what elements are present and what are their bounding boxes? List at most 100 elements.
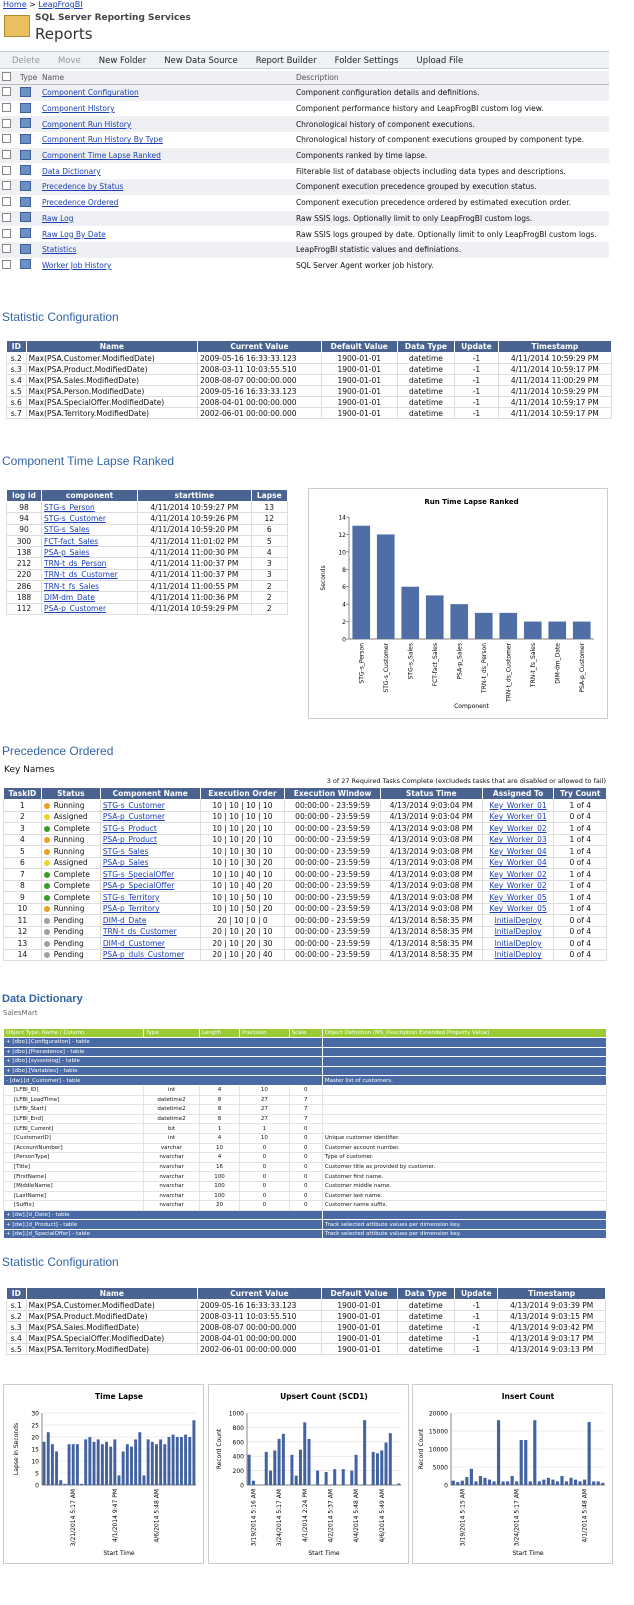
cell[interactable]: STG-s_Person	[40, 500, 139, 514]
cell[interactable]: + [dbo].[Precedence] - table	[3, 1046, 323, 1058]
cell[interactable]: DIM-d_Date	[99, 914, 201, 927]
cell[interactable]: PSA-p_Sales	[40, 546, 139, 559]
cell: 4	[250, 546, 289, 559]
checkbox[interactable]	[2, 212, 11, 222]
cell[interactable]: InitialDeploy	[481, 914, 555, 927]
cell[interactable]: PSA-p_Product	[99, 833, 201, 846]
cell[interactable]: STG-s_SpecialOffer	[99, 868, 201, 881]
cell[interactable]: STG-s_Sales	[40, 523, 139, 536]
cell[interactable]: + [dbo].[Configuration] - table	[3, 1037, 323, 1048]
status: Running	[53, 800, 85, 810]
row: 3 Complete STG-s_Product 10 | 10 | 20 | 10 0…	[3, 822, 607, 835]
toolbar-button[interactable]: Move	[57, 56, 81, 66]
cell[interactable]: Key_Worker_04	[481, 845, 555, 858]
checkbox[interactable]	[2, 228, 11, 238]
checkbox[interactable]	[2, 87, 11, 97]
cell[interactable]: FCT-fact_Sales	[40, 534, 139, 548]
cell[interactable]: InitialDeploy	[481, 937, 555, 950]
cell[interactable]: TRN-t_ds_Customer	[40, 568, 139, 582]
y-tick-label: 0	[444, 1483, 448, 1490]
cell[interactable]: PSA-p_duls_Customer	[99, 948, 201, 961]
cell[interactable]: PSA-p_Customer	[99, 810, 201, 823]
cell[interactable]: Key_Worker_03	[481, 833, 555, 846]
report-name[interactable]: Raw Log	[39, 210, 294, 227]
report-name[interactable]: Component Configuration	[39, 84, 294, 101]
cell[interactable]: PSA-p_Customer	[40, 602, 139, 615]
cell[interactable]: PSA-p_Sales	[99, 856, 201, 869]
report-name[interactable]: Component Run History	[39, 116, 294, 133]
breadcrumb-home[interactable]: Home	[3, 0, 27, 9]
cell[interactable]: + [dw].[d_Date] - table	[3, 1209, 323, 1221]
cell[interactable]: DIM-dm_Date	[40, 591, 139, 604]
checkbox[interactable]	[2, 181, 11, 191]
bar	[50, 1444, 54, 1485]
checkbox[interactable]	[2, 259, 11, 269]
cell: 0	[288, 1084, 323, 1096]
report-name[interactable]: Component Time Lapse Ranked	[39, 147, 294, 164]
toolbar-button[interactable]: New Folder	[98, 56, 147, 66]
checkbox[interactable]	[2, 150, 11, 160]
cell: Max(PSA.Territory.ModifiedDate)	[25, 407, 199, 419]
cell[interactable]: Key_Worker_01	[481, 810, 555, 823]
report-name[interactable]: Data Dictionary	[41, 166, 101, 176]
cell[interactable]: + [dbo].[Variables] - table	[3, 1065, 323, 1077]
report-name[interactable]: Precedence by Status	[39, 179, 294, 195]
toolbar-button[interactable]: Upload File	[416, 56, 464, 66]
cell[interactable]: PSA-p_Territory	[99, 902, 201, 915]
cell[interactable]: Key_Worker_02	[481, 868, 555, 881]
cell: [Suffix]	[2, 1200, 145, 1211]
cell[interactable]: Key_Worker_04	[481, 856, 555, 869]
cell[interactable]: STG-s_Territory	[99, 891, 201, 904]
cell: Max(PSA.Person.ModifiedDate)	[25, 385, 199, 397]
cell[interactable]: PSA-p_SpecialOffer	[99, 879, 201, 892]
cell[interactable]: - [dw].[d_Customer] - table	[3, 1075, 323, 1086]
report-name[interactable]: Component Run History By Type	[41, 135, 163, 145]
bar	[67, 1444, 71, 1485]
cell[interactable]: STG-s_Customer	[40, 512, 139, 525]
cell: 2002-06-01 00:00:00.000	[197, 1343, 322, 1355]
report-description: Components ranked by time lapse.	[293, 147, 609, 164]
checkbox[interactable]	[2, 244, 11, 254]
report-name[interactable]: Statistics	[39, 241, 294, 258]
breadcrumb-folder[interactable]: LeapFrogBI	[38, 0, 83, 9]
cell[interactable]: Key_Worker_05	[481, 902, 555, 915]
cell[interactable]: DIM-d_Customer	[99, 937, 201, 950]
row: 12 Pending TRN-t_ds_Customer 20 | 10 | 20 |…	[3, 925, 607, 938]
cell	[0, 84, 18, 101]
status-dot	[43, 952, 50, 959]
toolbar-button[interactable]: Report Builder	[255, 56, 317, 66]
cell[interactable]: Key_Worker_01	[481, 799, 555, 812]
cell: 2009-05-16 16:33:33.123	[197, 352, 322, 364]
cell[interactable]: Key_Worker_05	[481, 891, 555, 904]
report-name[interactable]: Worker Job History	[41, 260, 112, 270]
report-name[interactable]: Precedence Ordered	[41, 198, 119, 208]
cell[interactable]: + [dw].[d_SpecialOffer] - table	[3, 1228, 323, 1240]
toolbar-button[interactable]: Delete	[12, 56, 40, 66]
toolbar-button[interactable]: New Data Source	[164, 56, 238, 66]
cell: 4/13/2014 9:03:13 PM	[497, 1343, 606, 1355]
cell[interactable]: TRN-t_fs_Sales	[40, 580, 139, 593]
checkbox[interactable]	[2, 103, 11, 113]
cell[interactable]: TRN-t_ds_Person	[40, 557, 139, 570]
cell[interactable]: STG-s_Product	[99, 822, 201, 835]
cell[interactable]: InitialDeploy	[481, 948, 555, 961]
cell[interactable]: Key_Worker_02	[481, 879, 555, 892]
toolbar-button[interactable]: Folder Settings	[334, 56, 399, 66]
checkbox[interactable]	[2, 134, 11, 144]
cell[interactable]: + [dw].[d_Product] - table	[3, 1219, 323, 1230]
header-cell: ID	[6, 1287, 27, 1300]
report-name[interactable]: Raw Log By Date	[41, 229, 106, 239]
cell[interactable]: TRN-t_ds_Customer	[99, 925, 201, 938]
cell[interactable]: STG-s_Sales	[99, 845, 201, 858]
header-cell: Execution Window	[284, 787, 381, 800]
checkbox[interactable]	[2, 118, 11, 128]
cell[interactable]: Key_Worker_02	[481, 822, 555, 835]
cell[interactable]: InitialDeploy	[481, 925, 555, 938]
report-name[interactable]: Component History	[41, 104, 115, 114]
checkbox[interactable]	[2, 165, 11, 175]
cell: 1 of 4	[553, 833, 607, 846]
cell[interactable]: + [dbo].[sysssislog] - table	[3, 1056, 323, 1067]
y-tick-label: 20000	[429, 1411, 448, 1418]
cell[interactable]: STG-s_Customer	[99, 799, 201, 812]
checkbox[interactable]	[2, 197, 11, 207]
